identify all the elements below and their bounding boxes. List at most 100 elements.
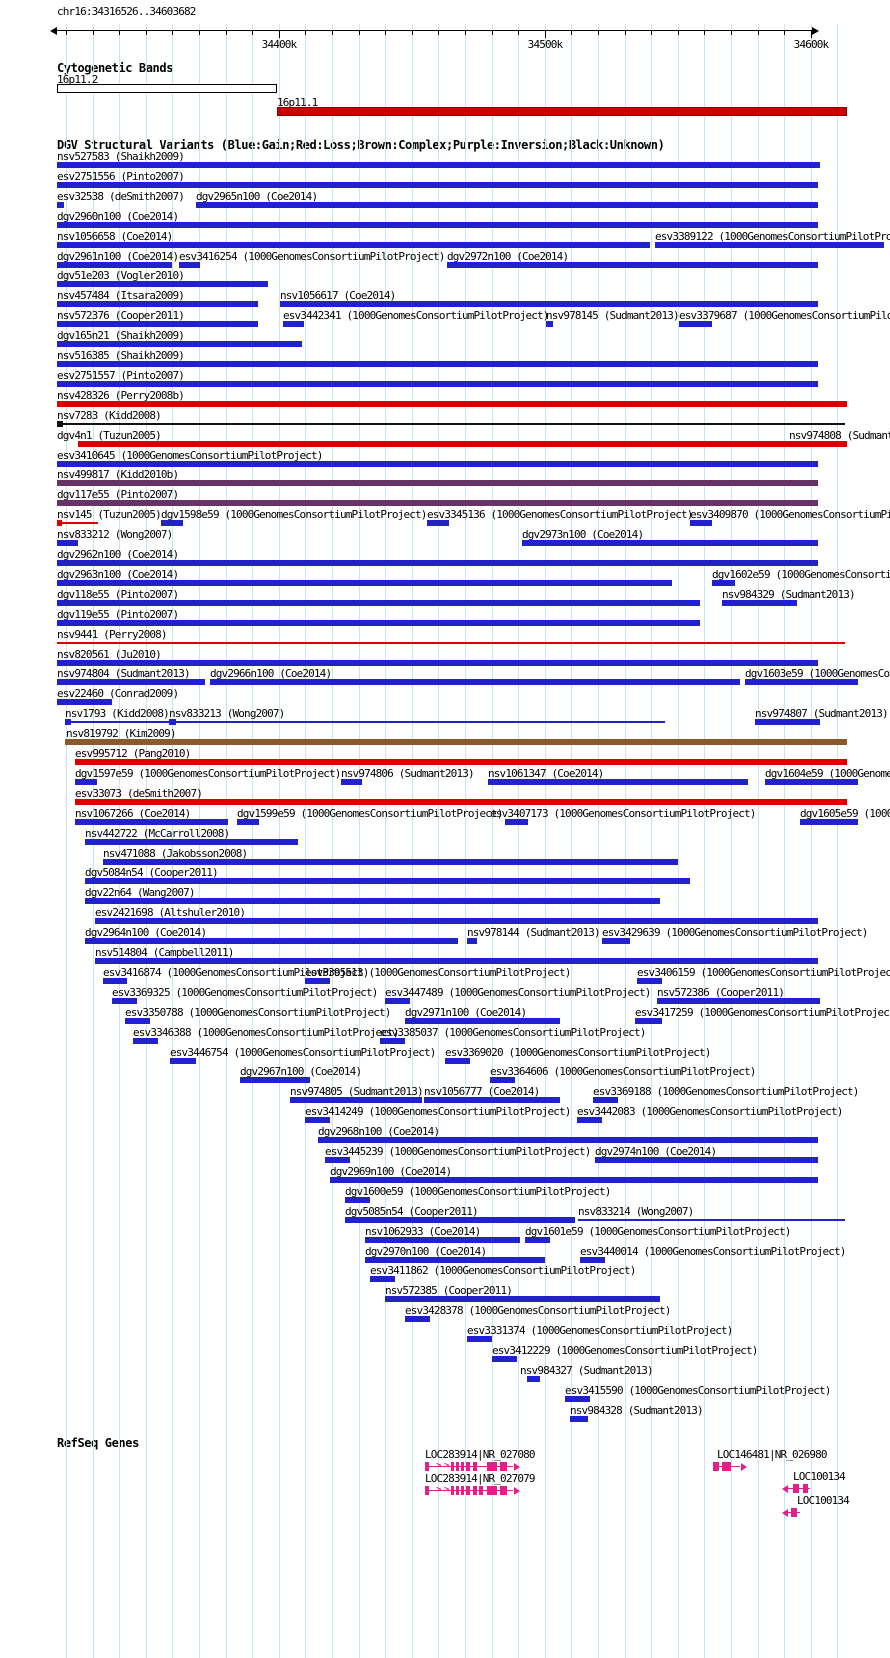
variant-label[interactable]: nsv819792 (Kim2009) (66, 727, 177, 740)
variant-label[interactable]: nsv572386 (Cooper2011) (657, 986, 785, 999)
variant-label[interactable]: nsv442722 (McCarroll2008) (85, 827, 230, 840)
gene-exon[interactable] (461, 1486, 464, 1495)
variant-bar[interactable] (447, 262, 818, 268)
variant-bar[interactable] (578, 1219, 845, 1221)
variant-label[interactable]: nsv820561 (Ju2010) (57, 648, 162, 661)
variant-bar[interactable] (690, 520, 712, 526)
variant-label[interactable]: nsv572385 (Cooper2011) (385, 1284, 513, 1297)
variant-label[interactable]: esv3411862 (1000GenomesConsortiumPilotPr… (370, 1264, 636, 1277)
variant-label[interactable]: esv3440014 (1000GenomesConsortiumPilotPr… (580, 1245, 846, 1258)
variant-bar[interactable] (179, 262, 200, 268)
variant-bar[interactable] (57, 699, 112, 705)
variant-bar[interactable] (57, 381, 818, 387)
variant-label[interactable]: nsv974805 (Sudmant2013) (290, 1085, 424, 1098)
gene-exon[interactable] (461, 1462, 464, 1471)
variant-bar[interactable] (57, 341, 302, 347)
variant-label[interactable]: nsv833213 (Wong2007) (169, 707, 285, 720)
variant-bar[interactable] (712, 580, 735, 586)
variant-bar[interactable] (370, 1276, 395, 1282)
variant-bar[interactable] (85, 839, 298, 845)
variant-label[interactable]: nsv1056777 (Coe2014) (424, 1085, 540, 1098)
variant-label[interactable]: esv3409870 (1000GenomesConsortiumPilotPr… (690, 508, 890, 521)
variant-bar[interactable] (57, 321, 258, 327)
variant-bar[interactable] (525, 1237, 550, 1243)
variant-label[interactable]: nsv471088 (Jakobsson2008) (103, 847, 248, 860)
variant-label[interactable]: dgv51e203 (Vogler2010) (57, 269, 185, 282)
variant-bar[interactable] (57, 600, 700, 606)
gene-exon[interactable] (500, 1486, 507, 1495)
cytoband-bar[interactable] (277, 107, 847, 116)
gene-label[interactable]: LOC146481|NR_026980 (717, 1448, 828, 1461)
variant-label[interactable]: nsv499817 (Kidd2010b) (57, 468, 179, 481)
variant-bar[interactable] (722, 600, 797, 606)
variant-bar[interactable] (125, 1018, 150, 1024)
variant-label[interactable]: esv3406159 (1000GenomesConsortiumPilotPr… (637, 966, 890, 979)
variant-label[interactable]: dgv117e55 (Pinto2007) (57, 488, 179, 501)
gene-label[interactable]: LOC283914|NR_027079 (425, 1472, 536, 1485)
variant-label[interactable]: nsv974807 (Sudmant2013) (755, 707, 889, 720)
variant-bar[interactable] (488, 779, 748, 785)
gene-exon[interactable] (456, 1462, 459, 1471)
variant-bar[interactable] (341, 779, 362, 785)
variant-label[interactable]: dgv1601e59 (1000GenomesConsortiumPilotPr… (525, 1225, 791, 1238)
variant-label[interactable]: esv3442083 (1000GenomesConsortiumPilotPr… (577, 1105, 843, 1118)
variant-label[interactable]: nsv833212 (Wong2007) (57, 528, 173, 541)
variant-label[interactable]: nsv1061347 (Coe2014) (488, 767, 604, 780)
gene-label[interactable]: LOC100134 (797, 1494, 850, 1507)
variant-label[interactable]: dgv2968n100 (Coe2014) (318, 1125, 440, 1138)
variant-label[interactable]: dgv22n64 (Wang2007) (85, 886, 196, 899)
variant-label[interactable]: dgv2962n100 (Coe2014) (57, 548, 179, 561)
variant-bar[interactable] (280, 301, 818, 307)
gene-exon[interactable] (722, 1462, 731, 1471)
gene-label[interactable]: LOC283914|NR_027080 (425, 1448, 536, 1461)
variant-bar[interactable] (595, 1157, 818, 1163)
variant-bar[interactable] (345, 1217, 575, 1223)
variant-bar[interactable] (385, 998, 410, 1004)
variant-bar[interactable] (57, 222, 818, 228)
variant-label[interactable]: esv3379687 (1000GenomesConsortiumPilotPr… (679, 309, 890, 322)
variant-bar[interactable] (657, 998, 820, 1004)
variant-bar[interactable] (325, 1157, 350, 1163)
variant-label[interactable]: dgv1605e59 (1000GenomesConsortiumPilotPr… (800, 807, 890, 820)
variant-bar[interactable] (57, 642, 845, 644)
variant-label[interactable]: esv3346388 (1000GenomesConsortiumPilotPr… (133, 1026, 399, 1039)
variant-bar[interactable] (65, 721, 665, 723)
variant-label[interactable]: dgv165n21 (Shaikh2009) (57, 329, 185, 342)
variant-label[interactable]: nsv974806 (Sudmant2013) (341, 767, 475, 780)
variant-label[interactable]: dgv2970n100 (Coe2014) (365, 1245, 487, 1258)
variant-bar[interactable] (424, 1097, 560, 1103)
gene-exon[interactable] (451, 1486, 454, 1495)
gene-exon[interactable] (456, 1486, 459, 1495)
gene-exon[interactable] (500, 1462, 507, 1471)
variant-label[interactable]: dgv2969n100 (Coe2014) (330, 1165, 452, 1178)
variant-label[interactable]: esv3414249 (1000GenomesConsortiumPilotPr… (305, 1105, 571, 1118)
variant-bar[interactable] (196, 202, 818, 208)
variant-label[interactable]: esv3369325 (1000GenomesConsortiumPilotPr… (112, 986, 378, 999)
gene-exon[interactable] (487, 1462, 497, 1471)
variant-bar[interactable] (57, 361, 818, 367)
variant-bar[interactable] (75, 819, 228, 825)
variant-label[interactable]: nsv984328 (Sudmant2013) (570, 1404, 704, 1417)
gene-exon[interactable] (803, 1484, 808, 1493)
variant-bar[interactable] (85, 898, 660, 904)
variant-bar[interactable] (95, 958, 818, 964)
variant-label[interactable]: esv2421698 (Altshuler2010) (95, 906, 246, 919)
variant-label[interactable]: nsv974804 (Sudmant2013) (57, 667, 191, 680)
variant-bar[interactable] (57, 560, 818, 566)
variant-bar[interactable] (57, 281, 268, 287)
variant-label[interactable]: esv3345136 (1000GenomesConsortiumPilotPr… (427, 508, 693, 521)
variant-label[interactable]: nsv1056617 (Coe2014) (280, 289, 396, 302)
variant-bar[interactable] (170, 1058, 196, 1064)
variant-label[interactable]: esv3416254 (1000GenomesConsortiumPilotPr… (179, 250, 445, 263)
variant-label[interactable]: esv3412229 (1000GenomesConsortiumPilotPr… (492, 1344, 758, 1357)
variant-bar[interactable] (57, 620, 700, 626)
variant-label[interactable]: nsv527583 (Shaikh2009) (57, 150, 185, 163)
variant-bar[interactable] (65, 719, 71, 725)
variant-label[interactable]: dgv2965n100 (Coe2014) (196, 190, 318, 203)
variant-label[interactable]: dgv1600e59 (1000GenomesConsortiumPilotPr… (345, 1185, 611, 1198)
variant-bar[interactable] (655, 242, 884, 248)
variant-label[interactable]: dgv1598e59 (1000GenomesConsortiumPilotPr… (161, 508, 427, 521)
variant-bar[interactable] (57, 679, 205, 685)
variant-label[interactable]: nsv9441 (Perry2008) (57, 628, 168, 641)
variant-bar[interactable] (75, 779, 97, 785)
